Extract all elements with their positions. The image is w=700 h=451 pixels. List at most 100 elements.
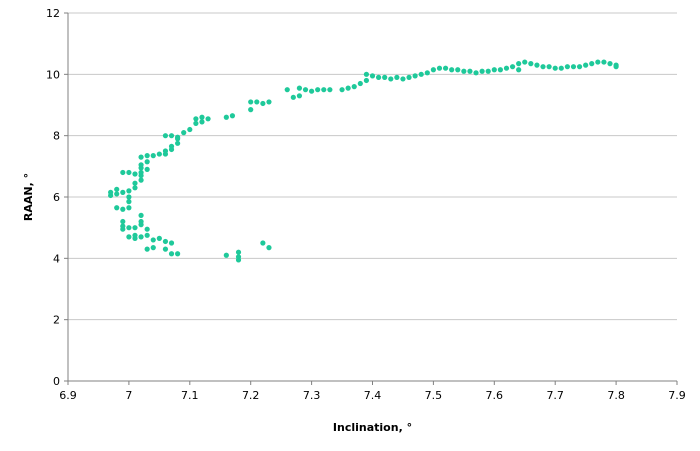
data-point (229, 113, 236, 119)
data-point (382, 74, 388, 80)
y-tick-label: 12 (46, 7, 60, 20)
data-point (351, 84, 357, 90)
data-point (516, 67, 522, 73)
data-point (576, 64, 583, 70)
data-point (132, 171, 138, 177)
data-point (595, 59, 601, 65)
data-point (199, 114, 205, 120)
data-point (126, 225, 132, 231)
y-tick-label: 6 (53, 191, 60, 204)
data-point (150, 237, 156, 243)
data-point (162, 238, 169, 245)
data-point (363, 71, 370, 77)
data-point (558, 65, 564, 71)
data-point (516, 61, 522, 67)
data-point (424, 70, 430, 76)
data-point (254, 99, 260, 105)
data-point (534, 62, 540, 68)
data-point (290, 94, 296, 100)
x-tick-label: 7.5 (425, 389, 443, 402)
data-point (120, 223, 126, 229)
data-point (175, 134, 181, 140)
data-point (138, 162, 144, 168)
data-point (168, 240, 175, 246)
data-point (552, 65, 558, 71)
y-tick-label: 2 (53, 314, 60, 327)
data-point (138, 212, 144, 218)
data-point (144, 159, 150, 165)
data-point (436, 65, 443, 71)
data-point (162, 133, 169, 139)
data-point (156, 235, 162, 241)
data-point (120, 169, 126, 176)
x-tick-label: 7.6 (486, 389, 504, 402)
data-point (120, 189, 126, 195)
data-point (467, 68, 473, 74)
data-point (339, 87, 345, 93)
data-point (132, 180, 138, 186)
data-point (138, 169, 144, 176)
data-point (388, 76, 394, 82)
data-point (138, 218, 144, 225)
x-tick-label: 7.2 (242, 389, 260, 402)
data-point (120, 206, 126, 212)
data-point (126, 234, 132, 240)
data-point (461, 68, 467, 74)
y-tick-labels: 0 2 4 6 8 10 12 (46, 7, 60, 388)
data-point (546, 64, 552, 70)
data-point (181, 130, 187, 136)
data-point (162, 148, 169, 154)
data-point (126, 205, 132, 211)
data-point (296, 93, 303, 99)
data-point (150, 245, 156, 251)
data-point (442, 65, 449, 71)
data-point (607, 61, 613, 67)
data-point (144, 153, 150, 159)
data-point (357, 80, 363, 87)
data-point (601, 59, 607, 65)
x-axis-title: Inclination, ° (333, 421, 412, 434)
data-point (132, 225, 138, 231)
data-point (126, 169, 132, 176)
data-point (187, 126, 193, 133)
data-point (430, 67, 436, 73)
data-point (296, 85, 303, 91)
y-tick-label: 4 (53, 252, 60, 265)
data-point (144, 226, 150, 232)
data-point (345, 85, 351, 91)
data-points (108, 59, 619, 263)
data-point (564, 64, 570, 70)
data-point (449, 67, 455, 73)
data-point (126, 194, 132, 200)
data-point (132, 232, 138, 238)
data-point (144, 166, 150, 172)
data-point (126, 188, 132, 194)
x-tick-label: 7.7 (546, 389, 564, 402)
data-point (369, 73, 376, 79)
data-point (144, 246, 150, 252)
data-point (156, 151, 162, 157)
y-tick-label: 10 (46, 68, 60, 81)
data-point (266, 99, 272, 105)
x-tick-label: 6.9 (59, 389, 77, 402)
data-point (485, 68, 491, 74)
data-point (394, 74, 400, 80)
data-point (455, 67, 461, 73)
data-point (509, 64, 516, 70)
x-tick-label: 7.8 (607, 389, 625, 402)
data-point (199, 119, 205, 125)
data-point (570, 64, 577, 70)
data-point (589, 61, 595, 67)
data-point (193, 116, 199, 122)
data-point (418, 71, 424, 77)
data-point (406, 74, 412, 80)
data-point (412, 73, 418, 79)
data-point (235, 249, 242, 255)
data-point (138, 154, 144, 160)
gridlines (68, 12, 677, 321)
y-axis-title: RAAN, ° (22, 173, 35, 221)
data-point (327, 87, 333, 93)
axes (64, 12, 678, 385)
data-point (132, 185, 138, 191)
